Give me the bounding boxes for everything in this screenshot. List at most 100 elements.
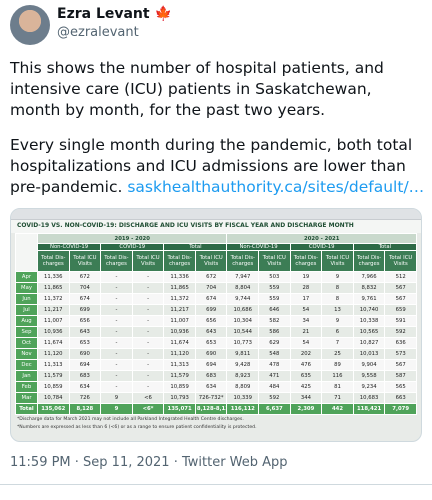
month-cell: Nov: [15, 348, 38, 360]
table-cell: 586: [258, 326, 291, 338]
group-header: COVID-19: [100, 243, 165, 251]
table-cell: -: [131, 315, 165, 327]
table-row: Oct 11,674 653- -11,674 653 10,773 629 54 7 10,82…: [15, 337, 417, 349]
table-cell: 10,683: [352, 392, 386, 404]
table-cell: 592: [384, 326, 417, 338]
month-cell: Oct: [15, 337, 38, 349]
table-cell: 11,336: [163, 271, 196, 283]
table-cell: 582: [258, 315, 291, 327]
timestamp[interactable]: 11:59 PM · Sep 11, 2021 · Twitter Web Ap…: [10, 455, 288, 470]
month-cell: Jul: [15, 304, 38, 316]
table-cell: 690: [194, 348, 228, 360]
tweet-text: This shows the number of hospital patien…: [10, 58, 425, 212]
table-cell: 13: [321, 304, 354, 316]
table-cell: 699: [68, 304, 102, 316]
table-cell: 54: [289, 304, 323, 316]
table-cell: 11,579: [37, 370, 70, 382]
table-cell: 699: [194, 304, 228, 316]
table-cell: 21: [289, 326, 323, 338]
column-header: Total ICU Visits: [321, 250, 354, 272]
table-cell: 11,674: [163, 337, 196, 349]
month-cell: Apr: [15, 271, 38, 283]
table-cell: 512: [384, 271, 417, 283]
table-cell: 8,128-8,134*: [194, 403, 228, 415]
table-cell: 694: [68, 359, 102, 371]
table-cell: 9,558: [352, 370, 386, 382]
table-cell: <6: [131, 392, 165, 404]
table-cell: 81: [321, 381, 354, 393]
table-cell: 503: [258, 271, 291, 283]
table-cell: 344: [289, 392, 323, 404]
table-cell: -: [100, 293, 133, 305]
data-table: 2019 - 2020 2020 - 2021 Non-COVID-19 COVID-…: [15, 233, 418, 415]
year-row: 2019 - 2020 2020 - 2021: [15, 233, 417, 272]
table-cell: 629: [258, 337, 291, 349]
table-cell: 11,865: [163, 282, 196, 294]
table-cell: 484: [258, 381, 291, 393]
table-cell: -: [100, 359, 133, 371]
table-cell: 11,007: [163, 315, 196, 327]
table-cell: 10,936: [163, 326, 196, 338]
column-header: Total ICU Visits: [131, 250, 165, 272]
table-cell: 25: [321, 348, 354, 360]
table-cell: 2,309: [289, 403, 323, 415]
table-cell: 591: [384, 315, 417, 327]
table-cell: 202: [289, 348, 323, 360]
table-cell: 116: [321, 370, 354, 382]
display-name[interactable]: Ezra Levant 🍁: [57, 6, 172, 22]
column-header: Total ICU Visits: [68, 250, 102, 272]
month-cell: Aug: [15, 315, 38, 327]
month-cell: May: [15, 282, 38, 294]
table-cell: 567: [384, 293, 417, 305]
column-header: Total Dis- charges: [352, 250, 386, 272]
table-cell: 10,339: [226, 392, 260, 404]
table-cell: 11,372: [163, 293, 196, 305]
table-cell: 8: [321, 293, 354, 305]
table-cell: 653: [194, 337, 228, 349]
table-cell: 9: [100, 392, 133, 404]
table-cell: 653: [68, 337, 102, 349]
table-cell: 11,313: [163, 359, 196, 371]
table-cell: 135,071: [163, 403, 196, 415]
month-cell: Sep: [15, 326, 38, 338]
table-row: Jan 11,579 683- -11,579 683 8,923 471 635 116 9,5…: [15, 370, 417, 382]
table-cell: 10,936: [37, 326, 70, 338]
handle[interactable]: @ezralevant: [57, 25, 139, 40]
table-cell: -: [131, 337, 165, 349]
table-cell: 635: [289, 370, 323, 382]
table-cell: 634: [68, 381, 102, 393]
link[interactable]: saskhealthauthority.ca/sites/default/…: [127, 178, 425, 196]
attached-image[interactable]: COVID-19 VS. NON-COVID-19: DISCHARGE AND…: [10, 208, 422, 442]
column-header: Total ICU Visits: [194, 250, 228, 272]
table-cell: -: [131, 282, 165, 294]
table-cell: 10,686: [226, 304, 260, 316]
table-cell: 9: [321, 271, 354, 283]
table-title: COVID-19 VS. NON-COVID-19: DISCHARGE AND…: [11, 220, 421, 233]
table-row: Mar 10,784 726 9 <6 10,793 726-732* 10,339 592 34…: [15, 392, 417, 404]
table-cell: 11,865: [37, 282, 70, 294]
table-cell: -: [131, 381, 165, 393]
month-cell: Jan: [15, 370, 38, 382]
table-cell: 7,947: [226, 271, 260, 283]
table-cell: 11,007: [37, 315, 70, 327]
month-cell: Total: [15, 403, 38, 415]
table-cell: 425: [289, 381, 323, 393]
table-cell: -: [100, 315, 133, 327]
table-cell: 10,793: [163, 392, 196, 404]
table-cell: -: [100, 337, 133, 349]
name[interactable]: Ezra Levant: [57, 6, 150, 22]
group-header: COVID-19: [289, 243, 354, 251]
table-cell: 9: [321, 315, 354, 327]
table-cell: 6: [321, 326, 354, 338]
month-cell: Dec: [15, 359, 38, 371]
table-cell: 11,217: [163, 304, 196, 316]
table-cell: 683: [68, 370, 102, 382]
table-cell: 672: [68, 271, 102, 283]
table-cell: -: [100, 282, 133, 294]
column-header: Total Dis- charges: [163, 250, 196, 272]
column-header-row: Total Dis- charges Total ICU Visits Total …: [16, 250, 417, 272]
table-cell: 17: [289, 293, 323, 305]
column-header: Total Dis- charges: [37, 250, 70, 272]
avatar[interactable]: [10, 5, 50, 45]
